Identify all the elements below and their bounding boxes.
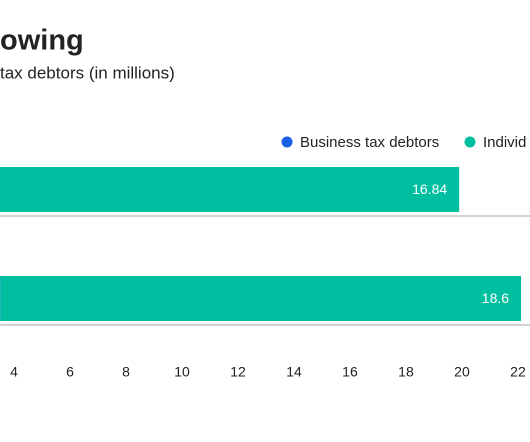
x-tick-label: 18 xyxy=(398,364,414,380)
x-tick-label: 14 xyxy=(286,364,302,380)
bar-segment xyxy=(0,167,460,212)
x-tick-label: 16 xyxy=(342,364,358,380)
legend-label: Business tax debtors xyxy=(300,134,439,151)
legend-marker xyxy=(464,136,476,148)
x-tick-label: 4 xyxy=(10,364,18,380)
bar-segment xyxy=(0,276,522,321)
x-tick-label: 20 xyxy=(454,364,470,380)
legend-marker xyxy=(281,136,293,148)
x-tick-label: 12 xyxy=(230,364,246,380)
chart-subtitle: tax debtors (in millions) xyxy=(0,63,175,82)
data-label: 18.6 xyxy=(482,290,509,306)
legend-label: Individ xyxy=(483,134,526,151)
x-tick-label: 8 xyxy=(122,364,130,380)
x-tick-label: 10 xyxy=(174,364,190,380)
x-tick-label: 6 xyxy=(66,364,74,380)
x-tick-label: 22 xyxy=(510,364,526,380)
chart-title: owing xyxy=(0,25,84,57)
data-label: 16.84 xyxy=(412,181,447,197)
